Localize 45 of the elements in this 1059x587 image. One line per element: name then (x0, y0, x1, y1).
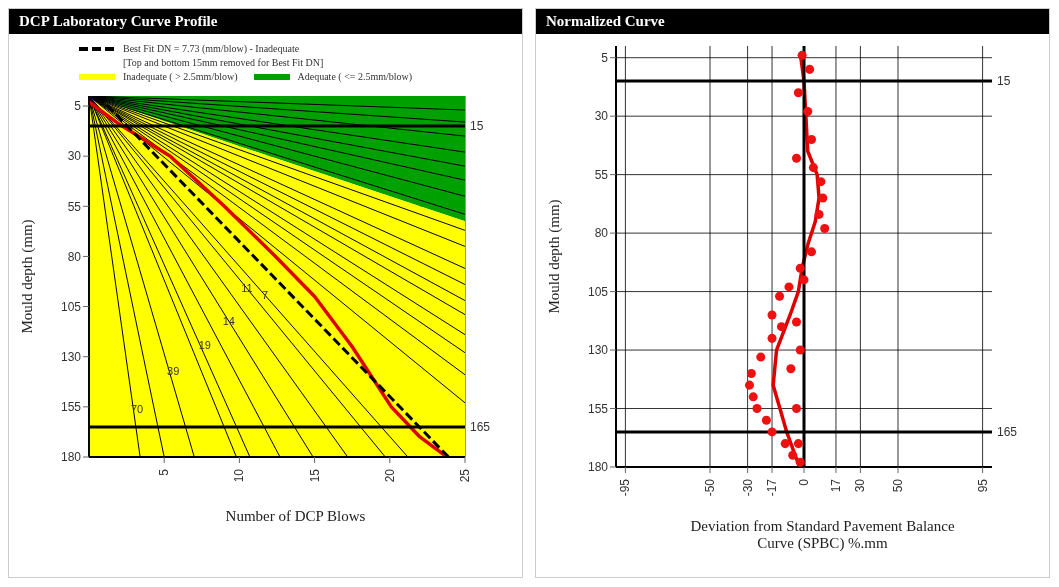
ref-line-label: 15 (470, 119, 484, 134)
x-tick-label: 0 (797, 478, 811, 486)
y-tick-label: 80 (67, 249, 82, 264)
y-tick-label: 180 (587, 460, 609, 475)
y-tick-label: 105 (587, 284, 609, 299)
chart-title: Normalized Curve (536, 9, 1049, 34)
x-axis-title: Number of DCP Blows (224, 508, 367, 525)
ref-line-label: 165 (470, 420, 491, 435)
x-tick-label: 30 (853, 478, 868, 493)
ref-line-label: 165 (997, 425, 1018, 440)
legend-label: Best Fit DN = 7.73 (mm/blow) - Inadequate (123, 42, 300, 56)
y-tick-label: 55 (67, 199, 82, 214)
x-tick-label: 20 (382, 468, 397, 483)
y-tick-label: 30 (594, 109, 609, 124)
x-axis-title: Deviation from Standard Pavement Balance Curve (SPBC) %.mm (689, 518, 956, 552)
y-tick-label: 30 (67, 149, 82, 164)
x-tick-label: 15 (307, 468, 322, 483)
y-axis-title: Mould depth (mm) (546, 199, 564, 314)
x-tick-label: -17 (765, 478, 780, 497)
y-tick-label: 105 (60, 299, 82, 314)
x-tick-label: -30 (740, 478, 755, 497)
y-tick-label: 5 (601, 50, 609, 65)
y-tick-label: 55 (594, 167, 609, 182)
y-tick-label: 80 (594, 226, 609, 241)
x-tick-label: -50 (703, 478, 717, 497)
chart-title: DCP Laboratory Curve Profile (9, 9, 522, 34)
y-tick-label: 130 (587, 343, 609, 358)
y-tick-label: 5 (74, 99, 82, 114)
y-axis-title: Mould depth (mm) (19, 219, 37, 334)
annotation: 19 (198, 338, 211, 351)
y-tick-label: 180 (60, 450, 82, 465)
legend-label: Inadequate ( > 2.5mm/blow) (123, 70, 238, 84)
x-tick-label: -95 (618, 478, 633, 497)
x-tick-label: 95 (975, 478, 990, 493)
legend-label: Adequate ( <= 2.5mm/blow) (297, 70, 413, 84)
x-tick-label: 5 (157, 468, 172, 476)
x-tick-label: 25 (458, 468, 472, 483)
y-tick-label: 155 (60, 400, 82, 415)
y-tick-label: 155 (587, 401, 609, 416)
x-tick-label: 50 (891, 478, 905, 493)
x-tick-label: 10 (232, 468, 247, 483)
x-tick-label: 17 (828, 478, 843, 493)
y-tick-label: 130 (60, 349, 82, 364)
text: [Top and bottom 15mm removed for Best Fit DN] (122, 56, 325, 70)
ref-line-label: 15 (997, 74, 1011, 89)
